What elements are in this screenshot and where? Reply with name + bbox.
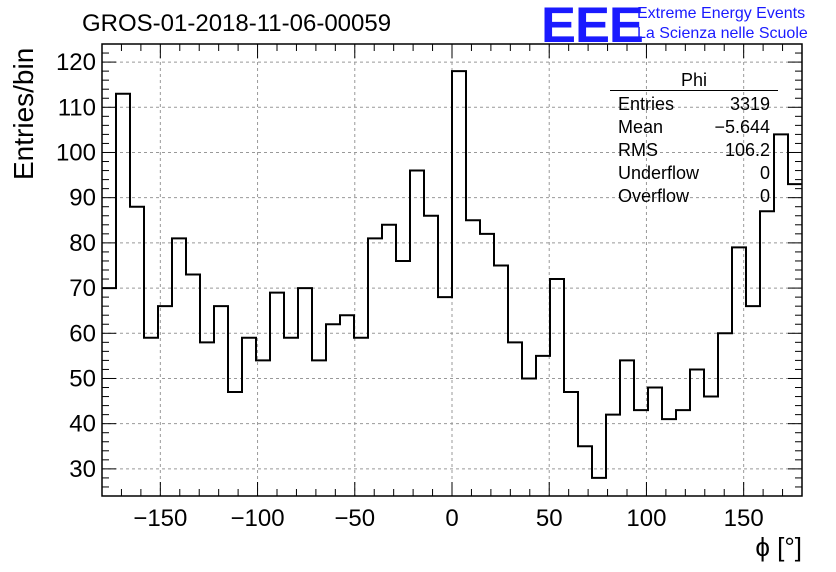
stats-row-overflow: Overflow 0 (610, 185, 778, 208)
x-tick-label: 0 (445, 505, 458, 532)
stats-row-underflow: Underflow 0 (610, 162, 778, 185)
y-tick-label: 70 (69, 275, 96, 302)
stats-value: 106.2 (725, 139, 770, 162)
y-tick-label: 40 (69, 411, 96, 438)
y-tick-label: 120 (56, 49, 96, 76)
stats-label: Overflow (618, 185, 689, 208)
stats-label: Mean (618, 116, 663, 139)
x-axis-label: ϕ [°] (755, 532, 802, 563)
y-tick-label: 50 (69, 365, 96, 392)
logo-caption: Extreme Energy Events La Scienza nelle S… (637, 4, 808, 44)
stats-box: Phi Entries 3319 Mean −5.644 RMS 106.2 U… (610, 70, 778, 208)
y-tick-label: 80 (69, 230, 96, 257)
stats-name: Phi (610, 70, 778, 91)
y-tick-label: 60 (69, 320, 96, 347)
x-tick-label: −150 (133, 505, 187, 532)
stats-value: −5.644 (714, 116, 770, 139)
stats-value: 0 (760, 185, 770, 208)
x-tick-label: −50 (334, 505, 375, 532)
stats-row-rms: RMS 106.2 (610, 139, 778, 162)
stats-label: Entries (618, 93, 674, 116)
y-tick-label: 100 (56, 139, 96, 166)
eee-logo: EEE (541, 0, 643, 50)
x-tick-label: 150 (724, 505, 764, 532)
logo-caption-line1: Extreme Energy Events (637, 4, 808, 24)
y-tick-label: 110 (58, 94, 96, 121)
y-tick-label: 90 (69, 185, 96, 212)
y-tick-label: 30 (69, 456, 96, 483)
stats-value: 3319 (730, 93, 770, 116)
chart-title: GROS-01-2018-11-06-00059 (82, 10, 391, 38)
stats-value: 0 (760, 162, 770, 185)
x-tick-label: −100 (231, 505, 285, 532)
stats-row-entries: Entries 3319 (610, 93, 778, 116)
logo-caption-line2: La Scienza nelle Scuole (637, 24, 808, 44)
stats-label: Underflow (618, 162, 699, 185)
x-tick-label: 50 (536, 505, 563, 532)
x-tick-label: 100 (626, 505, 666, 532)
stats-label: RMS (618, 139, 658, 162)
stats-row-mean: Mean −5.644 (610, 116, 778, 139)
y-axis-label: Entries/bin (8, 48, 40, 180)
